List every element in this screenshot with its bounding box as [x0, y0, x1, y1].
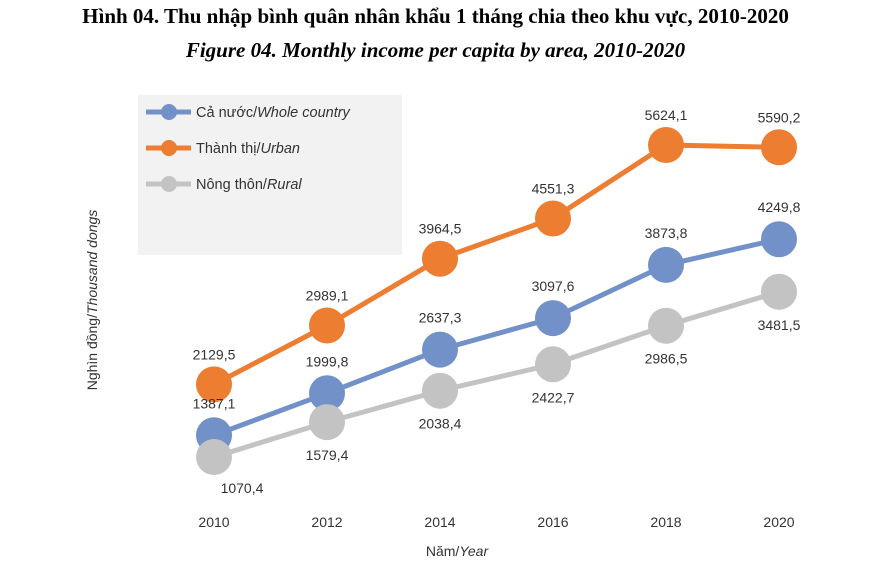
- chart-title-english: Figure 04. Monthly income per capita by …: [185, 38, 686, 62]
- data-point-whole-2014: [422, 331, 458, 368]
- legend-marker-urban: [161, 140, 177, 156]
- chart-title-vietnamese: Hình 04. Thu nhập bình quân nhân khẩu 1 …: [82, 4, 789, 28]
- data-point-rural-2010: [196, 439, 232, 475]
- data-label-urban-2014: 3964,5: [419, 221, 462, 237]
- data-label-whole-2016: 3097,6: [532, 278, 575, 294]
- series-line-whole: [213, 236, 780, 438]
- x-tick-label-2018: 2018: [650, 514, 681, 530]
- data-label-rural-2016: 2422,7: [532, 389, 575, 405]
- data-label-urban-2020: 5590,2: [758, 109, 801, 125]
- y-axis-label: Nghìn đồng/Thousand dongs: [84, 210, 100, 391]
- legend-marker-rural: [161, 176, 177, 192]
- x-tick-label-2020: 2020: [763, 514, 794, 530]
- legend-label-whole: Cả nước/Whole country: [196, 105, 351, 121]
- series-line-urban: [212, 142, 780, 387]
- data-label-whole-2020: 4249,8: [758, 199, 801, 215]
- data-point-rural-2018: [648, 307, 684, 344]
- data-labels: 1387,1 1999,8 2637,3 3097,6 3873,8 4249,8 2129…: [193, 107, 801, 496]
- data-label-whole-2018: 3873,8: [645, 225, 688, 241]
- data-label-rural-2010: 1070,4: [221, 480, 264, 496]
- data-point-urban-2014: [422, 240, 458, 277]
- data-point-whole-2012: [309, 375, 345, 412]
- data-point-rural-2012: [309, 404, 345, 441]
- data-label-rural-2020: 3481,5: [758, 317, 801, 333]
- data-label-rural-2018: 2986,5: [645, 351, 688, 367]
- data-label-rural-2012: 1579,4: [306, 447, 349, 463]
- data-point-rural-2016: [535, 346, 571, 383]
- data-point-whole-2016: [535, 300, 571, 337]
- series-line-rural: [213, 289, 780, 460]
- x-tick-label-2010: 2010: [198, 514, 229, 530]
- data-label-urban-2012: 2989,1: [306, 288, 349, 304]
- x-tick-label-2014: 2014: [424, 514, 455, 530]
- data-point-urban-2016: [535, 200, 571, 237]
- data-point-rural-2020: [761, 273, 797, 310]
- data-point-urban-2020: [761, 129, 797, 166]
- data-label-rural-2014: 2038,4: [419, 416, 462, 432]
- x-axis-ticks: 2010 2012 2014 2016 2018 2020: [198, 514, 794, 530]
- legend-marker-whole: [161, 104, 177, 120]
- data-point-urban-2018: [648, 127, 684, 163]
- data-label-whole-2010: 1387,1: [193, 395, 236, 411]
- data-label-urban-2016: 4551,3: [532, 181, 575, 197]
- legend-label-urban: Thành thị/Urban: [196, 141, 300, 157]
- data-label-urban-2018: 5624,1: [645, 107, 688, 123]
- data-point-urban-2010: [196, 366, 232, 403]
- data-label-urban-2010: 2129,5: [193, 346, 236, 362]
- data-point-rural-2014: [422, 372, 458, 409]
- data-label-whole-2014: 2637,3: [419, 310, 462, 326]
- data-point-whole-2018: [648, 246, 684, 283]
- x-tick-label-2016: 2016: [537, 514, 568, 530]
- legend: Cả nước/Whole country Thành thị/Urban Nông…: [146, 104, 351, 193]
- data-point-urban-2012: [309, 307, 345, 344]
- series-points: [196, 127, 797, 475]
- series-lines: [212, 142, 780, 460]
- legend-label-rural: Nông thôn/Rural: [196, 177, 302, 193]
- legend-background: [138, 95, 402, 255]
- x-tick-label-2012: 2012: [311, 514, 342, 530]
- x-axis-label: Năm/Year: [426, 543, 490, 559]
- data-label-whole-2012: 1999,8: [306, 353, 349, 369]
- data-point-whole-2020: [761, 221, 797, 258]
